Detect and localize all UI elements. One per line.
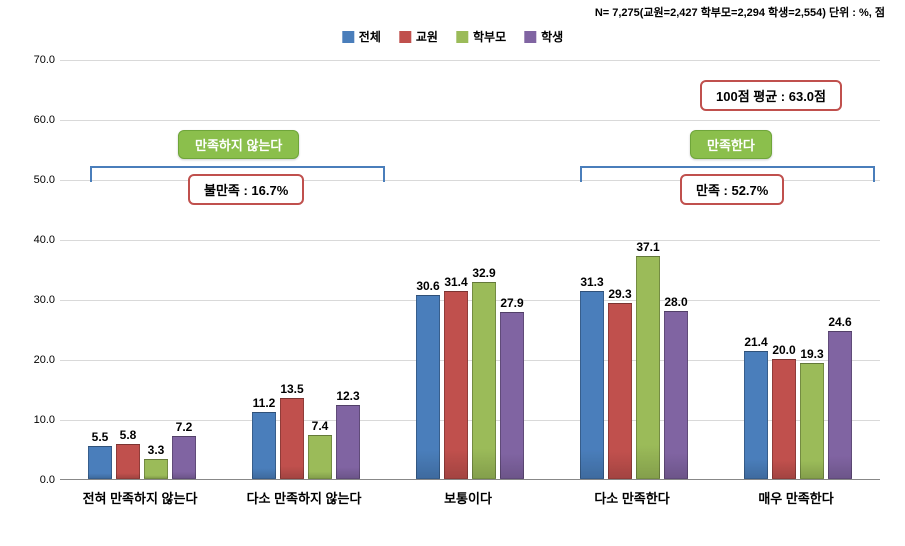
y-tick-label: 60.0: [15, 114, 55, 126]
legend-swatch: [342, 31, 354, 43]
x-category-label: 보통이다: [388, 488, 548, 507]
legend-item-parent: 학부모: [456, 28, 506, 45]
y-tick-label: 0.0: [15, 474, 55, 486]
sample-note: N= 7,275(교원=2,427 학부모=2,294 학생=2,554) 단위…: [595, 4, 885, 20]
bar-value-label: 7.4: [300, 419, 340, 433]
bar-value-label: 3.3: [136, 443, 176, 457]
legend-item-student: 학생: [524, 28, 563, 45]
bar-value-label: 24.6: [820, 315, 860, 329]
gridline: [60, 240, 880, 241]
badge-satisfied-title: 만족한다: [690, 130, 772, 159]
bar-value-label: 29.3: [600, 287, 640, 301]
legend-item-teacher: 교원: [399, 28, 438, 45]
bar: [416, 295, 440, 479]
plot-area: 0.010.020.030.040.050.060.070.05.55.83.3…: [60, 60, 880, 480]
bar: [828, 331, 852, 479]
badge-score: 100점 평균 : 63.0점: [700, 80, 842, 111]
bar: [608, 303, 632, 479]
x-category-label: 다소 만족하지 않는다: [224, 488, 384, 507]
bar: [500, 312, 524, 479]
legend: 전체 교원 학부모 학생: [342, 28, 563, 45]
bar: [772, 359, 796, 479]
bar-value-label: 7.2: [164, 420, 204, 434]
legend-item-total: 전체: [342, 28, 381, 45]
bar: [664, 311, 688, 479]
bar: [252, 412, 276, 479]
gridline: [60, 60, 880, 61]
x-category-label: 다소 만족한다: [552, 488, 712, 507]
bar: [444, 291, 468, 479]
bar: [172, 436, 196, 479]
bar-value-label: 32.9: [464, 266, 504, 280]
bar: [144, 459, 168, 479]
chart: 0.010.020.030.040.050.060.070.05.55.83.3…: [60, 50, 880, 500]
bar-value-label: 27.9: [492, 296, 532, 310]
y-tick-label: 10.0: [15, 414, 55, 426]
bar-value-label: 11.2: [244, 396, 284, 410]
bar: [580, 291, 604, 479]
gridline: [60, 120, 880, 121]
bar-value-label: 28.0: [656, 295, 696, 309]
legend-swatch: [399, 31, 411, 43]
legend-swatch: [524, 31, 536, 43]
y-tick-label: 70.0: [15, 54, 55, 66]
bar-value-label: 13.5: [272, 382, 312, 396]
badge-dissatisfied-value: 불만족 : 16.7%: [188, 174, 304, 205]
bar-value-label: 5.8: [108, 428, 148, 442]
x-category-label: 매우 만족한다: [716, 488, 876, 507]
bar: [744, 351, 768, 479]
y-tick-label: 50.0: [15, 174, 55, 186]
bar: [308, 435, 332, 479]
badge-satisfied-value: 만족 : 52.7%: [680, 174, 784, 205]
bar: [336, 405, 360, 479]
bar-value-label: 37.1: [628, 240, 668, 254]
gridline: [60, 300, 880, 301]
legend-label: 학생: [541, 28, 563, 45]
bar: [636, 256, 660, 479]
legend-label: 학부모: [473, 28, 506, 45]
legend-label: 교원: [416, 28, 438, 45]
bar: [88, 446, 112, 479]
bar: [280, 398, 304, 479]
bar-value-label: 12.3: [328, 389, 368, 403]
bar-value-label: 19.3: [792, 347, 832, 361]
legend-swatch: [456, 31, 468, 43]
y-tick-label: 20.0: [15, 354, 55, 366]
bar: [472, 282, 496, 479]
y-tick-label: 40.0: [15, 234, 55, 246]
x-category-label: 전혀 만족하지 않는다: [60, 488, 220, 507]
bar: [800, 363, 824, 479]
y-tick-label: 30.0: [15, 294, 55, 306]
legend-label: 전체: [359, 28, 381, 45]
badge-dissatisfied-title: 만족하지 않는다: [178, 130, 299, 159]
